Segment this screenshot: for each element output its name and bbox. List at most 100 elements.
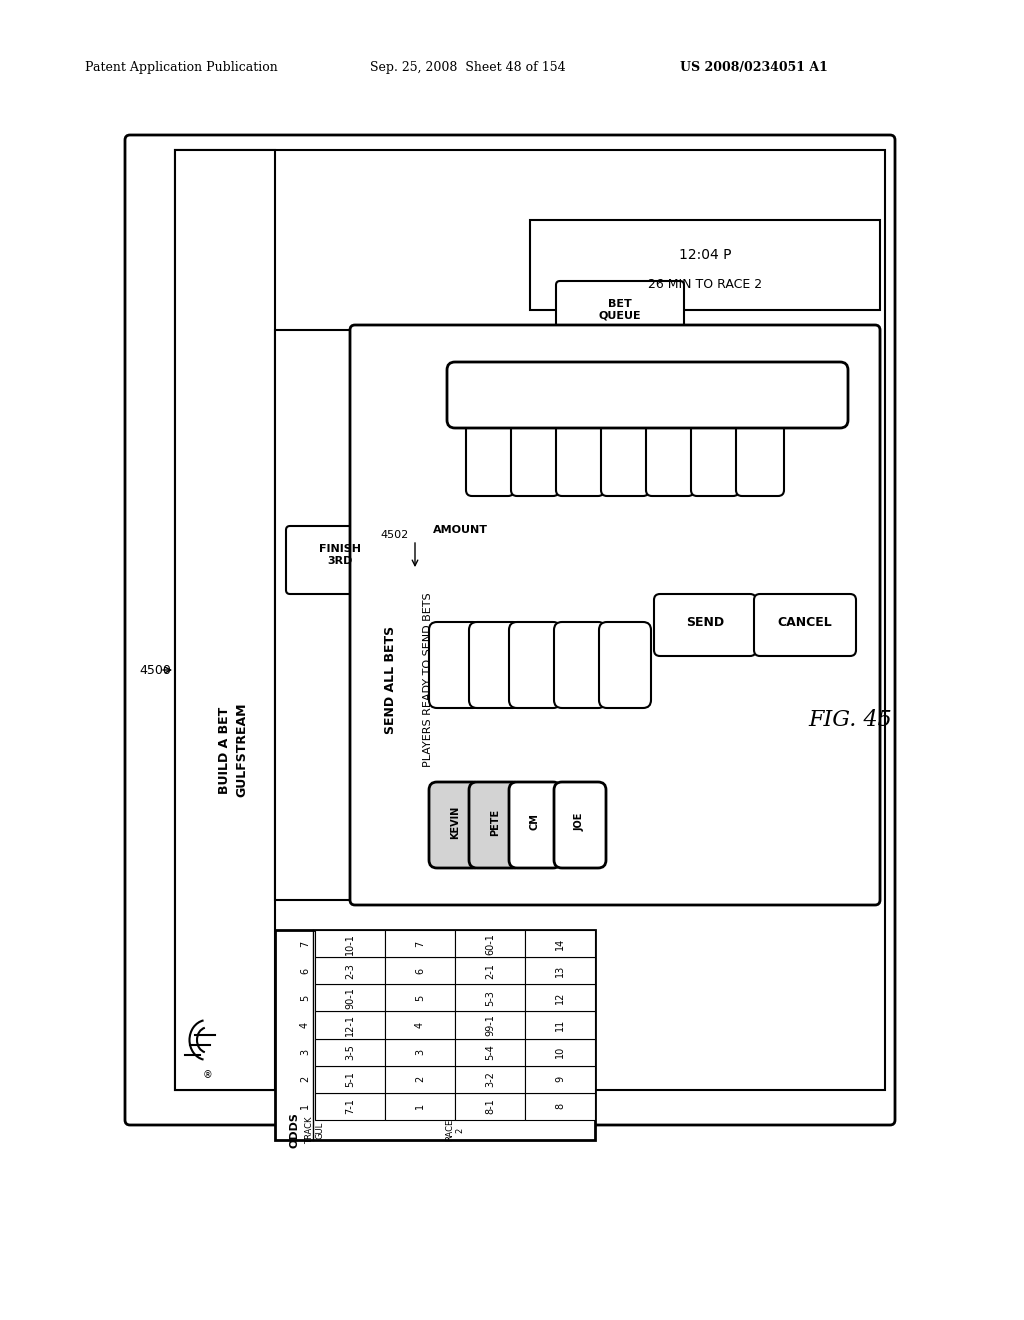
Bar [175, 150, 885, 1090]
Text: AMOUNT: AMOUNT [432, 525, 487, 535]
Text: ODDS: ODDS [290, 1111, 300, 1148]
FancyBboxPatch shape [599, 622, 651, 708]
Bar [385, 1011, 455, 1039]
Text: CANCEL: CANCEL [777, 615, 833, 628]
Bar [525, 931, 595, 957]
Bar [175, 150, 275, 1090]
Text: CM: CM [530, 813, 540, 830]
Text: SEND ALL BETS: SEND ALL BETS [384, 626, 396, 734]
Bar [275, 931, 595, 1140]
FancyBboxPatch shape [556, 418, 604, 496]
Text: 2: 2 [300, 1076, 310, 1082]
Text: KEVIN: KEVIN [450, 805, 460, 838]
Bar [315, 1011, 385, 1039]
Bar [385, 985, 455, 1011]
Text: 60-1: 60-1 [485, 933, 495, 954]
Text: 4502: 4502 [381, 531, 410, 540]
Text: 11: 11 [555, 1019, 565, 1031]
Text: 3-2: 3-2 [485, 1072, 495, 1088]
Text: BUILD A BET: BUILD A BET [218, 706, 231, 793]
Text: 5-1: 5-1 [345, 1072, 355, 1088]
Bar [455, 1011, 525, 1039]
Bar [525, 1039, 595, 1065]
FancyBboxPatch shape [286, 525, 394, 594]
Text: 3: 3 [415, 1049, 425, 1055]
Text: JOE: JOE [575, 813, 585, 832]
Bar [455, 1093, 525, 1119]
FancyBboxPatch shape [554, 622, 606, 708]
Bar [525, 985, 595, 1011]
FancyBboxPatch shape [554, 781, 606, 869]
Text: 5-3: 5-3 [485, 990, 495, 1006]
Text: 4: 4 [300, 1022, 310, 1028]
Text: GULFSTREAM: GULFSTREAM [236, 702, 249, 797]
Text: 5: 5 [415, 995, 425, 1001]
FancyBboxPatch shape [469, 781, 521, 869]
FancyBboxPatch shape [691, 418, 739, 496]
Bar [525, 1093, 595, 1119]
Bar [525, 1011, 595, 1039]
Bar [315, 1039, 385, 1065]
Bar [385, 957, 455, 985]
Bar [455, 985, 525, 1011]
Text: 2-3: 2-3 [345, 962, 355, 978]
Bar [525, 957, 595, 985]
FancyBboxPatch shape [556, 281, 684, 345]
Text: BET
QUEUE: BET QUEUE [599, 300, 641, 321]
Bar [315, 957, 385, 985]
Bar [385, 1093, 455, 1119]
Text: FINISH
3RD: FINISH 3RD [319, 544, 361, 566]
FancyBboxPatch shape [429, 781, 481, 869]
Text: 2-1: 2-1 [485, 962, 495, 978]
FancyBboxPatch shape [350, 325, 880, 906]
Text: Patent Application Publication: Patent Application Publication [85, 62, 278, 74]
FancyBboxPatch shape [736, 418, 784, 496]
Text: 3: 3 [300, 1049, 310, 1055]
Bar [315, 1093, 385, 1119]
Text: 6: 6 [300, 968, 310, 974]
Text: PETE: PETE [490, 808, 500, 836]
Bar [455, 1065, 525, 1093]
FancyBboxPatch shape [511, 418, 559, 496]
Text: 14: 14 [555, 937, 565, 949]
Text: FIG. 45: FIG. 45 [808, 709, 892, 731]
Bar [385, 931, 455, 957]
FancyBboxPatch shape [509, 622, 561, 708]
FancyBboxPatch shape [754, 594, 856, 656]
Bar [525, 1065, 595, 1093]
Bar [385, 1039, 455, 1065]
Text: 4500: 4500 [139, 664, 171, 676]
Bar [315, 985, 385, 1011]
Bar [315, 931, 385, 957]
Text: 7-1: 7-1 [345, 1098, 355, 1114]
Bar [455, 957, 525, 985]
Bar [275, 330, 880, 900]
Text: 6: 6 [415, 968, 425, 974]
Text: TRACK
GUL: TRACK GUL [305, 1117, 325, 1143]
Text: 90-1: 90-1 [345, 987, 355, 1008]
Text: 2: 2 [415, 1076, 425, 1082]
FancyBboxPatch shape [469, 622, 521, 708]
Text: 5-4: 5-4 [485, 1044, 495, 1060]
Bar [455, 931, 525, 957]
FancyBboxPatch shape [646, 418, 694, 496]
Text: 10: 10 [555, 1045, 565, 1059]
Text: US 2008/0234051 A1: US 2008/0234051 A1 [680, 62, 827, 74]
FancyBboxPatch shape [466, 418, 514, 496]
FancyBboxPatch shape [406, 506, 514, 564]
Text: 99-1: 99-1 [485, 1014, 495, 1036]
Text: 1: 1 [300, 1104, 310, 1110]
FancyBboxPatch shape [447, 362, 848, 428]
Text: RACE
2: RACE 2 [445, 1119, 465, 1140]
Text: 9: 9 [555, 1076, 565, 1082]
Text: 1: 1 [415, 1104, 425, 1110]
Text: 12:04 P: 12:04 P [679, 248, 731, 261]
FancyBboxPatch shape [509, 781, 561, 869]
Text: 13: 13 [555, 965, 565, 977]
FancyBboxPatch shape [654, 594, 756, 656]
FancyBboxPatch shape [429, 622, 481, 708]
Text: SEND: SEND [686, 615, 724, 628]
Bar [315, 1065, 385, 1093]
Bar [530, 220, 880, 310]
Text: 10-1: 10-1 [345, 933, 355, 954]
